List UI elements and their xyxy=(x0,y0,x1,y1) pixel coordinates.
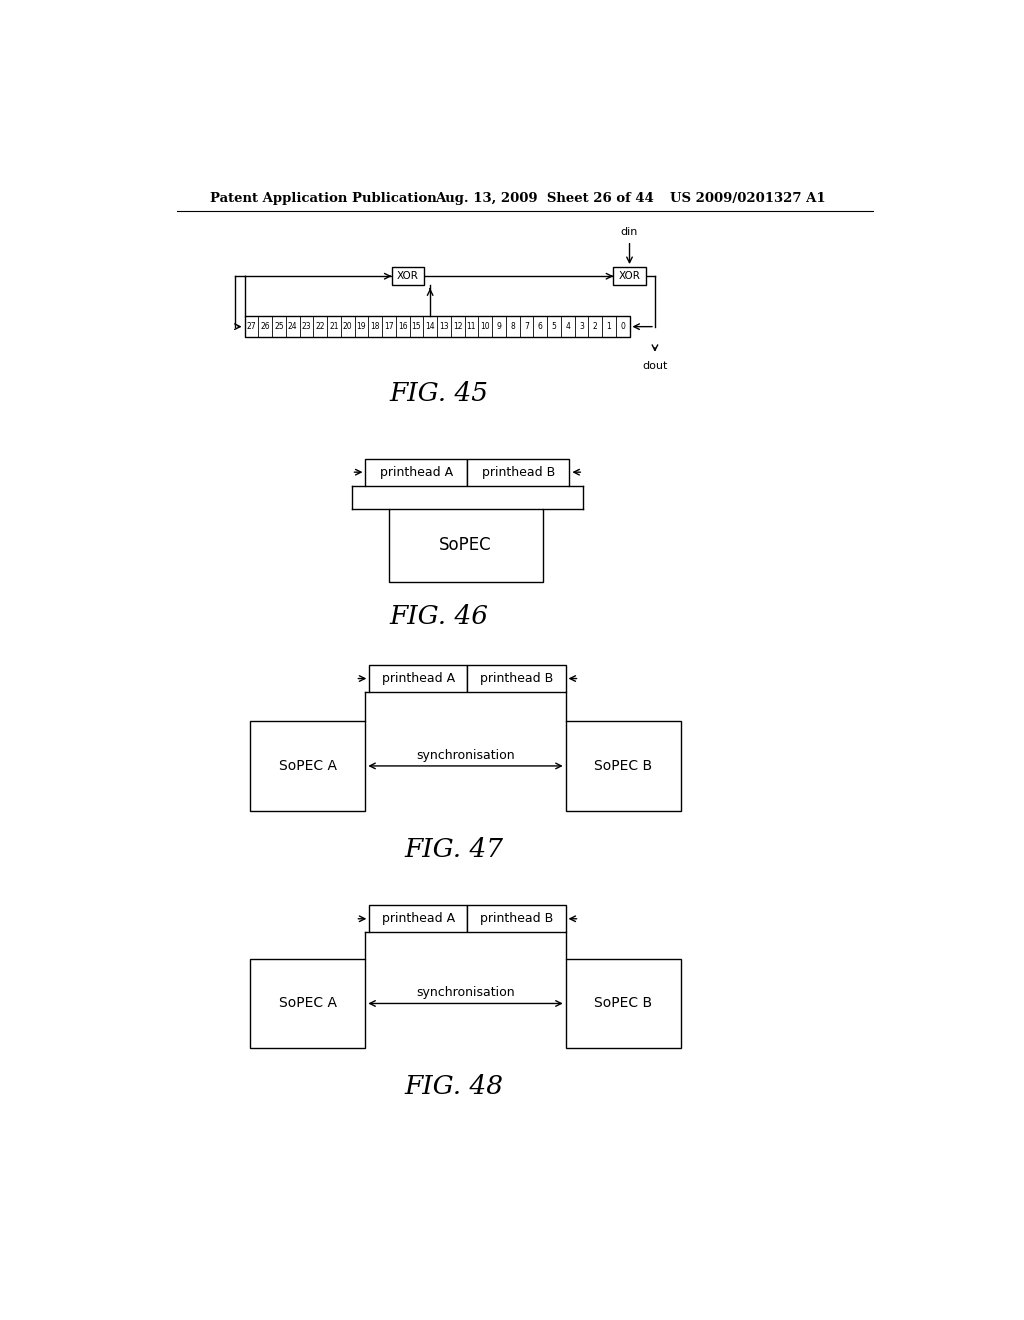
Text: 22: 22 xyxy=(315,322,325,331)
Bar xyxy=(391,267,424,285)
Text: synchronisation: synchronisation xyxy=(416,986,515,999)
Bar xyxy=(250,721,366,812)
Text: 19: 19 xyxy=(356,322,367,331)
Bar xyxy=(250,960,366,1048)
Text: 23: 23 xyxy=(302,322,311,331)
Text: 3: 3 xyxy=(579,322,584,331)
Text: FIG. 45: FIG. 45 xyxy=(389,380,488,405)
Text: 12: 12 xyxy=(453,322,463,331)
Text: din: din xyxy=(621,227,638,236)
Text: 11: 11 xyxy=(467,322,476,331)
Bar xyxy=(467,665,565,692)
Text: printhead B: printhead B xyxy=(482,466,555,479)
Text: 18: 18 xyxy=(371,322,380,331)
Text: 21: 21 xyxy=(329,322,339,331)
Bar xyxy=(565,960,681,1048)
Text: 0: 0 xyxy=(621,322,625,331)
Text: FIG. 46: FIG. 46 xyxy=(389,605,488,630)
Text: SoPEC: SoPEC xyxy=(439,536,492,554)
Text: FIG. 47: FIG. 47 xyxy=(404,837,504,862)
Text: 24: 24 xyxy=(288,322,297,331)
Text: 9: 9 xyxy=(497,322,502,331)
Text: SoPEC A: SoPEC A xyxy=(279,759,337,774)
Text: 26: 26 xyxy=(260,322,270,331)
Text: 4: 4 xyxy=(565,322,570,331)
Text: 2: 2 xyxy=(593,322,598,331)
Bar xyxy=(366,459,467,486)
Bar xyxy=(613,267,646,285)
Text: 8: 8 xyxy=(510,322,515,331)
Text: SoPEC B: SoPEC B xyxy=(594,997,652,1011)
Text: 5: 5 xyxy=(552,322,556,331)
Text: Aug. 13, 2009  Sheet 26 of 44: Aug. 13, 2009 Sheet 26 of 44 xyxy=(435,191,653,205)
Text: 20: 20 xyxy=(343,322,352,331)
Text: 27: 27 xyxy=(247,322,256,331)
Text: 6: 6 xyxy=(538,322,543,331)
Text: synchronisation: synchronisation xyxy=(416,748,515,762)
Text: 17: 17 xyxy=(384,322,393,331)
Text: printhead A: printhead A xyxy=(382,912,455,925)
Text: FIG. 48: FIG. 48 xyxy=(404,1073,504,1098)
Bar xyxy=(370,665,467,692)
Bar xyxy=(467,906,565,932)
Text: XOR: XOR xyxy=(618,271,640,281)
Text: printhead A: printhead A xyxy=(382,672,455,685)
Text: 13: 13 xyxy=(439,322,449,331)
Text: 25: 25 xyxy=(274,322,284,331)
Text: SoPEC B: SoPEC B xyxy=(594,759,652,774)
Text: printhead B: printhead B xyxy=(480,672,553,685)
Bar xyxy=(565,721,681,812)
Text: 16: 16 xyxy=(398,322,408,331)
Bar xyxy=(245,317,630,337)
Text: 7: 7 xyxy=(524,322,528,331)
Text: dout: dout xyxy=(642,362,668,371)
Text: printhead A: printhead A xyxy=(380,466,453,479)
Text: XOR: XOR xyxy=(397,271,419,281)
Text: Patent Application Publication: Patent Application Publication xyxy=(210,191,436,205)
Text: printhead B: printhead B xyxy=(480,912,553,925)
Bar xyxy=(370,906,467,932)
Text: 15: 15 xyxy=(412,322,421,331)
Text: SoPEC A: SoPEC A xyxy=(279,997,337,1011)
Text: 10: 10 xyxy=(480,322,489,331)
Text: 1: 1 xyxy=(606,322,611,331)
Bar xyxy=(467,459,569,486)
Text: US 2009/0201327 A1: US 2009/0201327 A1 xyxy=(670,191,825,205)
Bar xyxy=(388,508,543,582)
Text: 14: 14 xyxy=(425,322,435,331)
